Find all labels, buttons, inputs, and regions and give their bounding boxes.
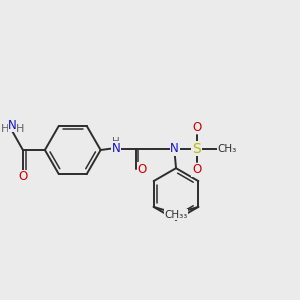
Text: CH₃: CH₃	[217, 143, 236, 154]
Text: CH₃: CH₃	[169, 209, 188, 220]
Text: H: H	[1, 124, 9, 134]
Text: H: H	[112, 137, 120, 147]
Text: H: H	[16, 124, 25, 134]
Text: N: N	[112, 142, 120, 155]
Text: S: S	[192, 142, 201, 155]
Text: N: N	[170, 142, 179, 155]
Text: O: O	[192, 121, 201, 134]
Text: N: N	[8, 119, 17, 132]
Text: O: O	[18, 170, 28, 184]
Text: O: O	[138, 163, 147, 176]
Text: O: O	[192, 164, 201, 176]
Text: CH₃: CH₃	[164, 209, 183, 220]
